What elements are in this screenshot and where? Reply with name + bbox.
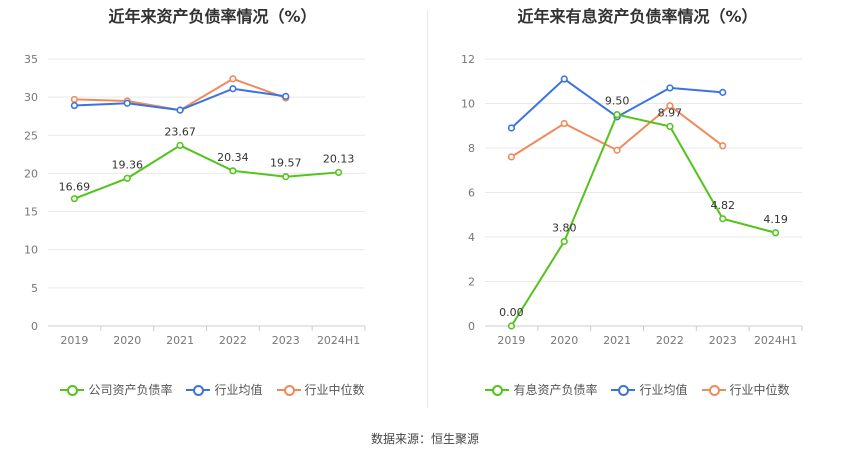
data-label: 20.13 — [323, 152, 355, 165]
data-point — [719, 142, 727, 150]
legend-marker-icon — [186, 384, 211, 396]
data-point — [666, 84, 674, 92]
y-tick-label: 6 — [468, 187, 475, 200]
data-point — [771, 229, 780, 237]
y-tick-label: 30 — [24, 91, 38, 104]
legend-item-industry-median[interactable]: 行业中位数 — [701, 381, 790, 398]
data-point — [613, 111, 621, 119]
y-tick-label: 10 — [461, 98, 475, 111]
chart-title: 近年来资产负债率情况（%） — [108, 7, 317, 26]
series-line — [510, 113, 776, 327]
x-tick-label: 2022 — [656, 334, 684, 347]
data-point — [560, 119, 568, 128]
data-label: 23.67 — [164, 125, 196, 138]
series-line — [74, 144, 339, 200]
x-tick-label: 2023 — [709, 334, 737, 347]
legend-label: 有息资产负债率 — [513, 383, 598, 397]
y-tick-label: 12 — [461, 53, 475, 66]
x-tick-label: 2024H1 — [317, 334, 360, 347]
legend-item-industry-median[interactable]: 行业中位数 — [276, 381, 365, 398]
x-tick-label: 2021 — [603, 334, 631, 347]
data-source: 数据来源：恒生聚源 — [370, 432, 479, 446]
data-point — [666, 122, 674, 131]
data-label: 0.00 — [499, 306, 524, 319]
y-tick-label: 35 — [24, 53, 38, 66]
panel-divider — [427, 10, 428, 408]
data-label: 19.57 — [270, 157, 302, 170]
y-tick-label: 8 — [468, 142, 475, 155]
y-tick-label: 0 — [468, 320, 475, 333]
legend-label: 行业均值 — [214, 383, 263, 397]
x-tick-label: 2020 — [113, 334, 141, 347]
legend-label: 公司资产负债率 — [88, 383, 173, 397]
legend-label: 行业中位数 — [304, 383, 365, 397]
data-point — [70, 195, 79, 203]
chart-left-plot: 0 5 10 15 20 25 30 35 2019 2020 2021 2022 2023 2024H1… — [24, 53, 366, 347]
x-tick-label: 2021 — [166, 334, 194, 347]
data-label: 4.82 — [711, 199, 736, 212]
data-label: 8.97 — [658, 106, 683, 119]
data-point — [507, 153, 516, 161]
data-point — [282, 173, 290, 181]
data-point — [229, 75, 237, 83]
data-point — [719, 88, 727, 96]
y-tick-label: 15 — [24, 206, 38, 219]
x-tick-label: 2020 — [550, 334, 578, 347]
chart-right: 近年来有息资产负债率情况（%） 0 2 4 6 8 10 12 2019 2020 2021 202… — [425, 0, 850, 420]
data-point — [176, 106, 184, 114]
legend: 公司资产负债率 行业均值 行业中位数 — [0, 381, 425, 398]
chart-title: 近年来有息资产负债率情况（%） — [517, 7, 758, 26]
data-point — [334, 168, 343, 177]
data-point — [229, 167, 237, 175]
legend: 有息资产负债率 行业均值 行业中位数 — [425, 381, 850, 398]
legend-item-interest-ratio[interactable]: 有息资产负债率 — [485, 381, 597, 398]
y-tick-label: 10 — [24, 244, 38, 257]
data-label: 4.19 — [763, 213, 788, 226]
data-point — [70, 101, 79, 110]
legend-marker-icon — [611, 384, 636, 396]
legend-label: 行业均值 — [639, 383, 688, 397]
data-label: 16.69 — [59, 181, 91, 194]
legend-item-industry-mean[interactable]: 行业均值 — [186, 381, 263, 398]
y-tick-label: 25 — [24, 129, 38, 142]
legend-item-company-ratio[interactable]: 公司资产负债率 — [60, 381, 172, 398]
chart-right-plot: 0 2 4 6 8 10 12 2019 2020 2021 2022 2023 2024H1 0.00 3… — [461, 53, 803, 347]
y-tick-label: 2 — [468, 276, 475, 289]
chart-left: 近年来资产负债率情况（%） 0 5 10 15 20 25 30 35 2019 2020 2021… — [0, 0, 425, 420]
data-label: 20.34 — [217, 151, 249, 164]
y-tick-label: 4 — [468, 231, 475, 244]
data-point — [560, 75, 568, 83]
data-point — [282, 92, 290, 100]
legend-marker-icon — [701, 384, 726, 396]
series-line — [74, 77, 287, 112]
x-tick-label: 2023 — [272, 334, 300, 347]
data-label: 19.36 — [112, 158, 144, 171]
data-point — [123, 99, 131, 107]
data-point — [560, 237, 568, 246]
data-point — [507, 322, 516, 330]
legend-label: 行业中位数 — [729, 383, 790, 397]
x-tick-label: 2019 — [497, 334, 525, 347]
data-point — [176, 141, 184, 150]
x-tick-label: 2024H1 — [754, 334, 797, 347]
data-point — [507, 124, 516, 132]
legend-marker-icon — [60, 384, 85, 396]
legend-marker-icon — [485, 384, 510, 396]
data-label: 9.50 — [605, 95, 630, 108]
y-tick-label: 5 — [31, 282, 38, 295]
legend-marker-icon — [276, 384, 301, 396]
legend-item-industry-mean[interactable]: 行业均值 — [611, 381, 688, 398]
data-point — [613, 146, 621, 154]
data-point — [229, 85, 237, 93]
x-tick-label: 2019 — [60, 334, 88, 347]
data-point — [666, 102, 674, 110]
data-label: 3.80 — [552, 221, 577, 234]
x-tick-label: 2022 — [219, 334, 247, 347]
data-point — [123, 174, 131, 182]
data-point — [719, 215, 727, 223]
data-point — [70, 95, 79, 104]
y-tick-label: 0 — [31, 320, 38, 333]
y-tick-label: 20 — [24, 167, 38, 180]
